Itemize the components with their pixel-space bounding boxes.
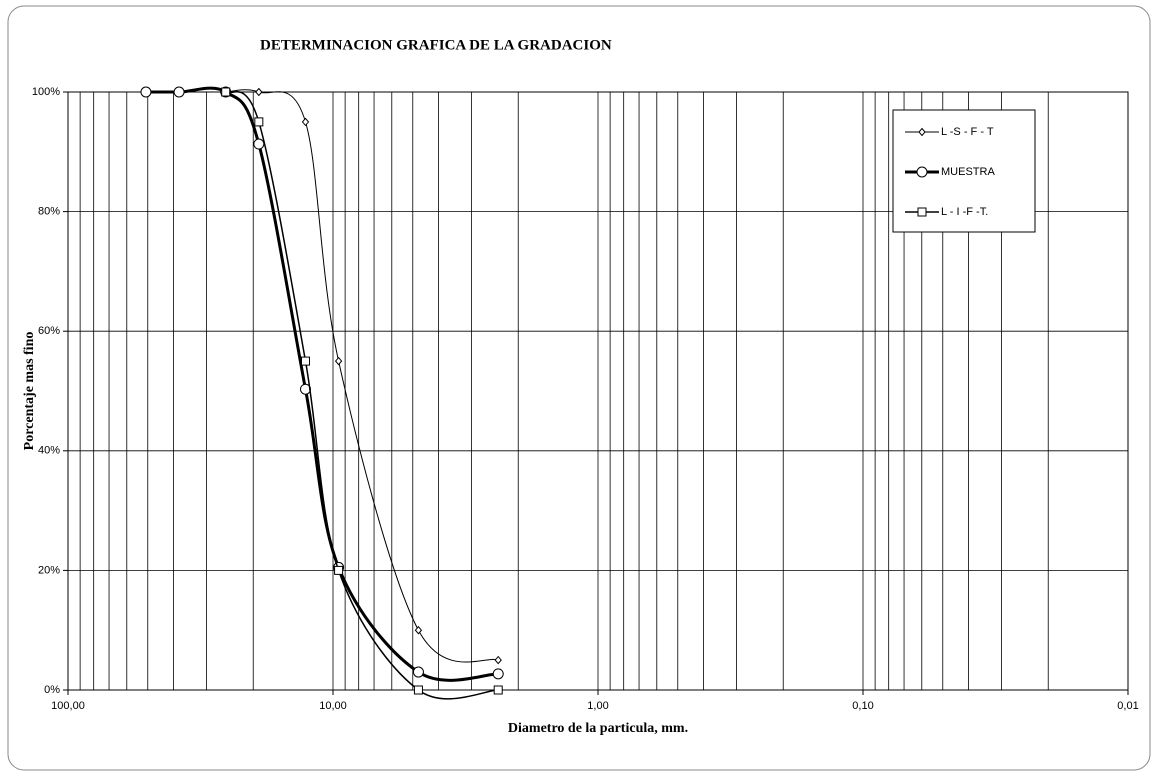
chart-title: DETERMINACION GRAFICA DE LA GRADACION (260, 37, 612, 53)
legend-label: L -S - F - T (941, 126, 994, 138)
legend-label: MUESTRA (941, 166, 995, 178)
marker (301, 117, 310, 127)
y-tick-label: 0% (44, 684, 60, 696)
marker (140, 86, 152, 98)
x-tick-label: 0,10 (852, 700, 873, 712)
marker (300, 356, 310, 366)
y-tick-label: 100% (32, 86, 60, 98)
chart-border (7, 5, 1151, 771)
series-line (145, 86, 499, 682)
marker (221, 87, 231, 97)
marker (414, 625, 423, 635)
marker (253, 138, 265, 150)
y-tick-label: 80% (38, 206, 60, 218)
legend-label: L - I -F -T. (941, 206, 988, 218)
legend: L -S - F - T MUESTRA L - I -F -T. (892, 109, 1036, 233)
marker (413, 685, 423, 695)
marker (493, 685, 503, 695)
marker (254, 117, 264, 127)
marker (492, 668, 504, 680)
marker (412, 666, 424, 678)
marker (918, 127, 926, 137)
marker (917, 207, 927, 217)
marker (334, 565, 344, 575)
x-tick-label: 10,00 (319, 700, 347, 712)
y-tick-label: 20% (38, 564, 60, 576)
y-axis-label: Porcentaje mas fino (22, 332, 37, 451)
x-tick-label: 100,00 (51, 700, 85, 712)
plot-frame (67, 91, 1129, 691)
marker (173, 86, 185, 98)
x-tick-label: 0,01 (1117, 700, 1138, 712)
y-tick-label: 60% (38, 325, 60, 337)
marker (494, 655, 502, 665)
x-axis-label: Diametro de la particula, mm. (508, 721, 688, 736)
marker (255, 87, 263, 97)
marker (334, 356, 343, 366)
x-tick-label: 1,00 (587, 700, 608, 712)
marker (916, 166, 928, 178)
y-tick-label: 40% (38, 445, 60, 457)
